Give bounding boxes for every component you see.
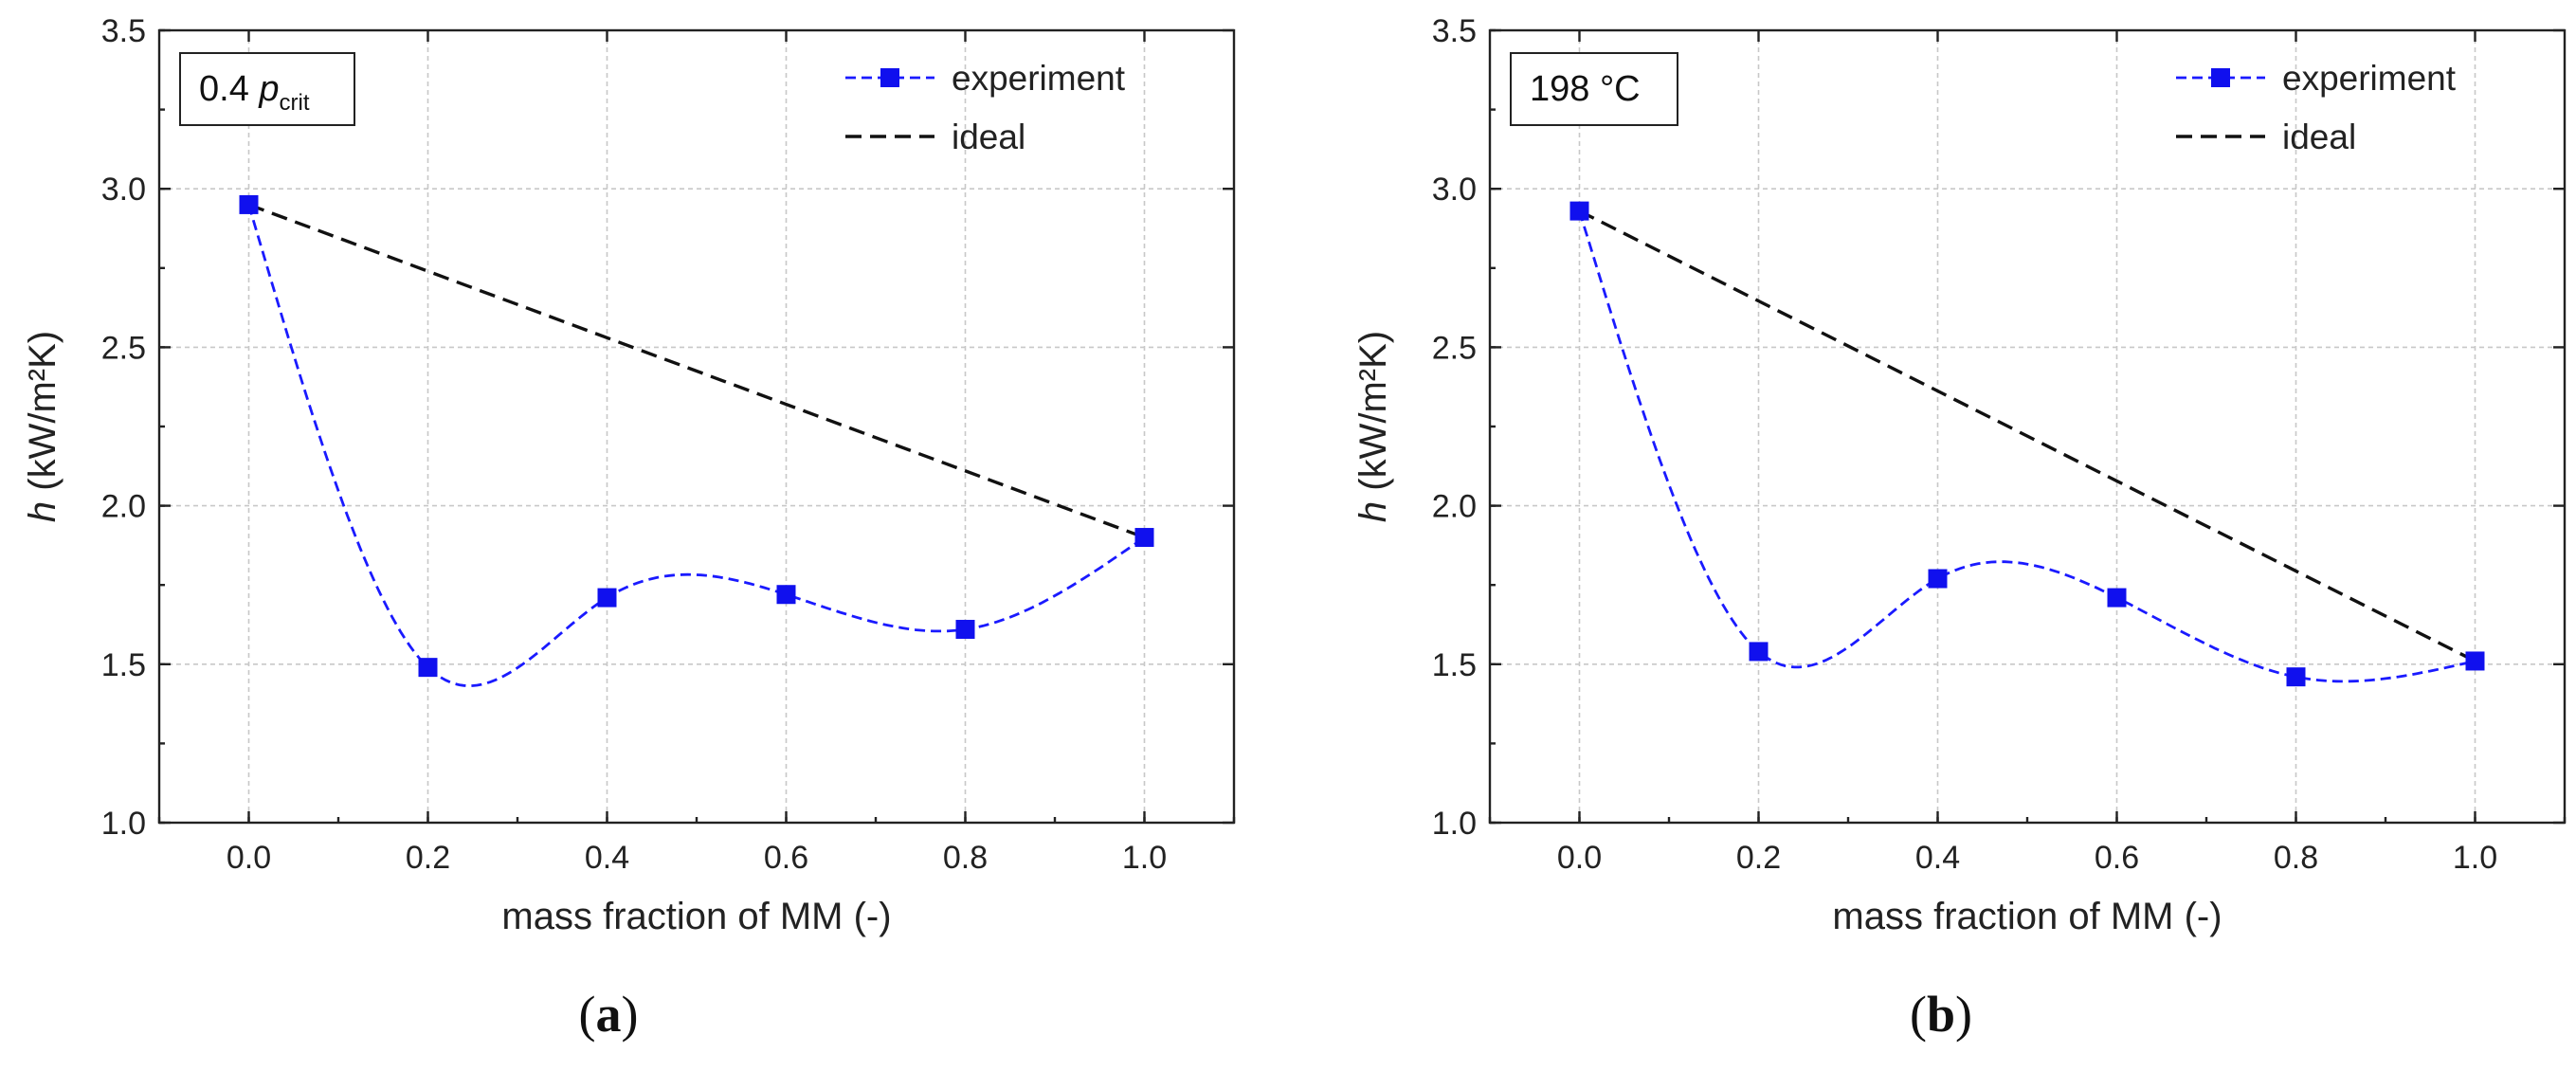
inset-box [1510, 52, 1678, 126]
x-tick-label: 0.8 [2274, 840, 2318, 876]
x-tick-label: 0.0 [227, 840, 271, 876]
y-axis-unit: (kW/m²K) [22, 331, 63, 501]
inset-label: 0.4 pcrit [199, 69, 310, 116]
grid-lines [1490, 30, 2565, 824]
series-ideal-line [247, 203, 1146, 539]
chart-panel-a: 0.0 0.2 0.4 0.6 0.8 1.0 1.0 1.5 2.0 2.5 3.0 3.5 mass… [22, 13, 1236, 1043]
y-tick-label: 3.5 [1432, 13, 1477, 49]
y-tick-label: 1.0 [101, 806, 146, 842]
series-ideal-line [1578, 209, 2476, 663]
x-tick-label: 1.0 [2453, 840, 2497, 876]
inset-box [179, 52, 355, 126]
experiment-point [2465, 651, 2485, 671]
inset-prefix: 0.4 [199, 69, 259, 109]
legend: experiment ideal [2176, 59, 2457, 156]
experiment-point [1928, 569, 1948, 589]
x-tick-label: 0.6 [764, 840, 808, 876]
panel-paren-open: ( [579, 986, 596, 1043]
y-tick-label: 2.5 [101, 330, 146, 366]
x-tick-label: 0.2 [1736, 840, 1781, 876]
panel-label: (b) [1910, 986, 1972, 1043]
y-tick-label: 1.5 [1432, 647, 1477, 683]
panel-letter: b [1927, 986, 1955, 1043]
panel-letter: a [596, 986, 622, 1043]
x-tick-label: 0.0 [1557, 840, 1602, 876]
experiment-point [2107, 588, 2127, 608]
experiment-point [1134, 528, 1154, 548]
panel-label: (a) [579, 986, 639, 1043]
chart-panel-b: 0.0 0.2 0.4 0.6 0.8 1.0 1.0 1.5 2.0 2.5 3.0 3.5 mass… [1352, 13, 2567, 1043]
x-tick-label: 0.4 [585, 840, 629, 876]
y-tick-label: 3.5 [101, 13, 146, 49]
y-tick-label: 2.5 [1432, 330, 1477, 366]
inset-prefix: 198 °C [1530, 69, 1641, 109]
legend: experiment ideal [845, 59, 1126, 156]
y-tick-label: 1.0 [1432, 806, 1477, 842]
y-axis-symbol: h [22, 501, 63, 522]
panel-paren-open: ( [1910, 986, 1927, 1043]
experiment-point [239, 194, 259, 214]
x-tick-label: 1.0 [1122, 840, 1167, 876]
panel-paren-close: ) [1955, 986, 1972, 1043]
legend-experiment-label: experiment [952, 59, 1126, 98]
inset-symbol: p [258, 69, 279, 109]
legend-experiment-label: experiment [2282, 59, 2457, 98]
inset-subscript: crit [280, 90, 310, 116]
panel-paren-close: ) [622, 986, 639, 1043]
x-tick-label: 0.8 [943, 840, 988, 876]
y-axis-symbol: h [1352, 501, 1394, 522]
x-tick-label: 0.4 [1915, 840, 1960, 876]
y-tick-label: 3.0 [101, 172, 146, 208]
experiment-point [597, 588, 617, 608]
x-tick-label: 0.6 [2095, 840, 2139, 876]
legend-ideal-label: ideal [952, 118, 1025, 156]
x-axis-label: mass fraction of MM (-) [501, 896, 891, 937]
y-axis-label: h (kW/m²K) [22, 331, 63, 522]
series-experiment-line [247, 204, 1146, 688]
grid-lines [159, 30, 1234, 824]
y-tick-label: 2.0 [101, 489, 146, 525]
plot-frame [157, 28, 1236, 825]
experiment-point [2286, 667, 2306, 687]
x-axis-label: mass fraction of MM (-) [1832, 896, 2222, 937]
experiment-point [955, 620, 975, 640]
legend-experiment-marker [2211, 68, 2230, 87]
experiment-point [776, 585, 796, 605]
y-axis-unit: (kW/m²K) [1352, 331, 1394, 501]
y-tick-label: 3.0 [1432, 172, 1477, 208]
legend-ideal-label: ideal [2282, 118, 2356, 156]
experiment-point [1569, 201, 1589, 221]
series-experiment-line [1578, 210, 2476, 683]
experiment-point [418, 658, 438, 678]
inset-label: 198 °C [1530, 69, 1641, 109]
y-axis-label: h (kW/m²K) [1352, 331, 1394, 522]
experiment-point [1749, 642, 1769, 662]
x-tick-label: 0.2 [406, 840, 450, 876]
plot-frame [1488, 28, 2567, 825]
y-tick-label: 2.0 [1432, 489, 1477, 525]
legend-experiment-marker [880, 68, 899, 87]
y-tick-label: 1.5 [101, 647, 146, 683]
